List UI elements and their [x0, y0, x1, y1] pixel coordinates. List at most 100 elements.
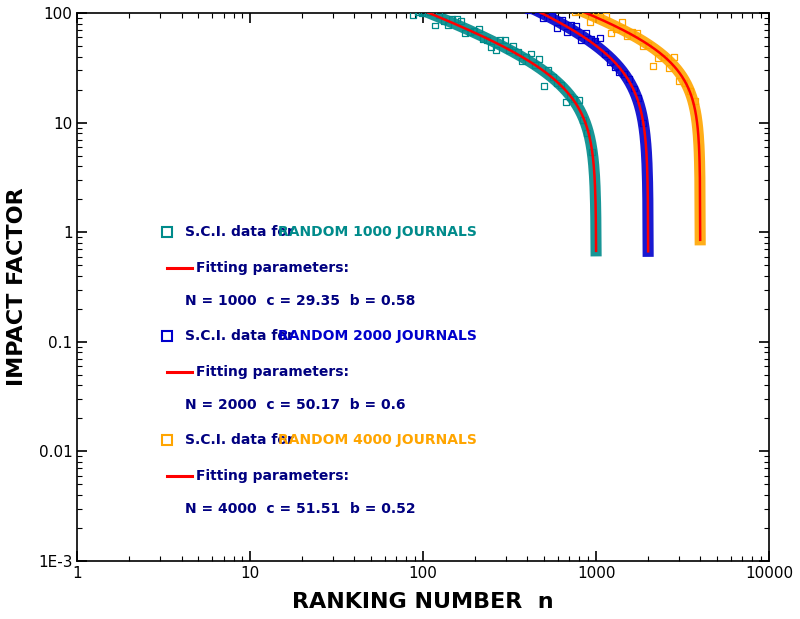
Point [524, 48, 537, 58]
Point [398, 0, 411, 9]
Point [555, 80, 568, 90]
Point [533, 54, 546, 64]
Point [632, 93, 645, 103]
Point [594, 33, 606, 43]
Point [541, 1, 554, 11]
Point [550, 23, 563, 33]
Point [529, 60, 542, 70]
Point [424, 7, 437, 17]
Point [493, 0, 506, 6]
Point [429, 20, 442, 30]
Point [511, 48, 524, 58]
Point [517, 0, 530, 7]
Point [512, 0, 525, 6]
Point [572, 95, 585, 105]
Point [563, 92, 576, 102]
Point [385, 0, 398, 1]
Point [584, 17, 597, 27]
Y-axis label: IMPACT FACTOR: IMPACT FACTOR [7, 188, 27, 386]
Point [615, 17, 628, 27]
Point [565, 20, 578, 30]
Point [626, 27, 638, 37]
Point [502, 45, 515, 55]
Point [652, 53, 665, 63]
Point [522, 6, 534, 15]
Point [668, 52, 681, 62]
Point [646, 61, 659, 71]
Point [531, 4, 544, 14]
Point [689, 97, 702, 106]
Point [636, 41, 649, 51]
Point [537, 0, 550, 2]
Text: S.C.I. data for: S.C.I. data for [185, 433, 298, 448]
Point [627, 84, 640, 93]
Point [618, 69, 630, 79]
Point [678, 78, 691, 88]
Point [454, 16, 467, 26]
Point [603, 57, 616, 67]
Point [510, 0, 523, 3]
Point [657, 53, 670, 63]
Point [498, 35, 511, 45]
Point [420, 1, 433, 11]
Point [406, 10, 419, 20]
Text: S.C.I. data for: S.C.I. data for [185, 225, 298, 239]
Point [589, 36, 602, 46]
Point [546, 11, 558, 21]
Point [581, 129, 594, 139]
Point [574, 0, 586, 5]
Point [450, 14, 463, 24]
Point [536, 13, 549, 23]
Point [381, 0, 394, 9]
Point [550, 79, 563, 89]
Point [563, 4, 576, 14]
Point [594, 2, 607, 12]
Point [570, 20, 582, 30]
Point [485, 42, 498, 52]
Point [574, 35, 587, 45]
Point [613, 67, 626, 77]
Point [494, 35, 506, 45]
Point [481, 35, 494, 45]
Point [516, 56, 529, 66]
Point [610, 25, 623, 35]
Point [577, 115, 590, 125]
Point [578, 6, 591, 15]
X-axis label: RANKING NUMBER  n: RANKING NUMBER n [292, 592, 554, 612]
Text: N = 4000  c = 51.51  b = 0.52: N = 4000 c = 51.51 b = 0.52 [185, 502, 415, 516]
Point [546, 72, 559, 82]
Point [526, 2, 539, 12]
Point [558, 1, 570, 11]
Point [446, 14, 458, 24]
Point [498, 0, 510, 8]
Point [520, 53, 533, 63]
Point [586, 147, 598, 157]
Point [472, 24, 485, 34]
Text: RANDOM 1000 JOURNALS: RANDOM 1000 JOURNALS [278, 225, 477, 239]
Point [568, 7, 581, 17]
Point [637, 118, 650, 128]
Point [433, 11, 446, 20]
Point [507, 0, 520, 3]
Point [555, 15, 568, 25]
Text: Fitting parameters:: Fitting parameters: [196, 469, 350, 483]
Point [415, 7, 428, 17]
Point [468, 25, 481, 35]
Point [621, 31, 634, 41]
Point [642, 40, 654, 50]
Point [560, 27, 573, 37]
Point [463, 27, 476, 37]
Text: Fitting parameters:: Fitting parameters: [196, 261, 350, 275]
Text: Fitting parameters:: Fitting parameters: [196, 365, 350, 379]
Point [673, 76, 686, 85]
Point [368, 0, 381, 3]
Point [476, 34, 489, 44]
Point [608, 63, 621, 72]
Point [579, 28, 592, 38]
Point [584, 35, 597, 45]
Point [662, 63, 675, 73]
Point [553, 4, 566, 14]
Point [622, 74, 635, 84]
Point [600, 11, 613, 21]
Point [531, 0, 544, 4]
